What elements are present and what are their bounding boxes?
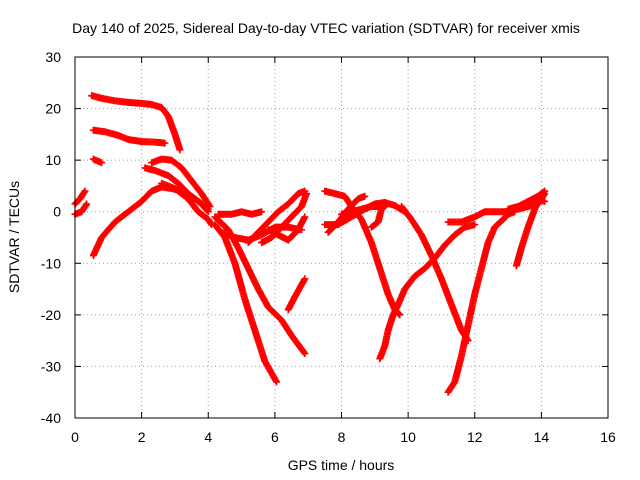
series-4 (71, 187, 89, 208)
data-point-marker (80, 188, 88, 196)
data-point-marker (258, 208, 266, 216)
data-point-marker (81, 187, 89, 195)
series-14 (244, 187, 309, 247)
data-point-marker (301, 350, 309, 358)
x-tick-label: 0 (71, 429, 79, 445)
series-10 (211, 221, 281, 386)
series-18 (321, 187, 404, 319)
data-point-marker (300, 348, 308, 356)
data-point-marker (273, 378, 281, 386)
data-point-marker (361, 192, 369, 200)
x-axis-label: GPS time / hours (288, 457, 395, 473)
chart-title: Day 140 of 2025, Sidereal Day-to-day VTE… (72, 20, 580, 36)
x-tick-label: 4 (204, 429, 212, 445)
series-16 (258, 190, 311, 247)
data-point-marker (83, 200, 91, 208)
series-15 (264, 213, 309, 244)
data-point-marker (540, 188, 548, 196)
data-point-marker (301, 275, 309, 283)
y-tick-label: -10 (41, 255, 61, 271)
data-point-marker (203, 207, 211, 215)
plot-frame (74, 56, 609, 419)
series-9 (158, 179, 216, 229)
y-tick-label: -20 (41, 307, 61, 323)
y-axis-label: SDTVAR / TECUs (6, 181, 22, 293)
series-17 (284, 275, 309, 314)
y-tick-label: 20 (45, 101, 61, 117)
data-point-marker (303, 190, 311, 198)
data-point-marker (98, 159, 106, 167)
y-tick-label: 10 (45, 152, 61, 168)
series-22 (338, 203, 385, 218)
y-tick-label: -30 (41, 358, 61, 374)
series-23 (376, 221, 479, 363)
x-tick-label: 14 (534, 429, 550, 445)
data-point-marker (541, 187, 549, 195)
data-points (71, 92, 549, 396)
series-1 (88, 92, 184, 154)
series-7 (141, 164, 212, 216)
series-25 (444, 208, 519, 396)
data-point-marker (161, 139, 169, 147)
x-tick-label: 6 (271, 429, 279, 445)
series-8 (148, 155, 214, 211)
series-13 (214, 208, 266, 218)
data-point-marker (82, 201, 90, 209)
data-point-marker (377, 203, 385, 211)
data-point-marker (396, 311, 404, 319)
data-point-marker (301, 213, 309, 221)
series-3 (89, 155, 106, 167)
x-tick-label: 10 (400, 429, 416, 445)
y-tick-label: -40 (41, 410, 61, 426)
data-point-marker (207, 219, 215, 227)
x-tick-label: 16 (600, 429, 616, 445)
series-2 (89, 126, 169, 147)
y-tick-label: 0 (53, 204, 61, 220)
data-point-marker (204, 208, 212, 216)
data-point-marker (471, 221, 479, 229)
series-24 (397, 203, 472, 345)
series-5 (71, 200, 91, 218)
x-tick-label: 12 (467, 429, 483, 445)
data-point-marker (206, 203, 214, 211)
y-tick-label: 30 (45, 49, 61, 65)
series-30 (521, 195, 549, 208)
data-point-marker (541, 197, 549, 205)
data-point-marker (205, 201, 213, 209)
x-tick-label: 2 (138, 429, 146, 445)
x-tick-label: 8 (338, 429, 346, 445)
data-point-marker (176, 146, 184, 154)
